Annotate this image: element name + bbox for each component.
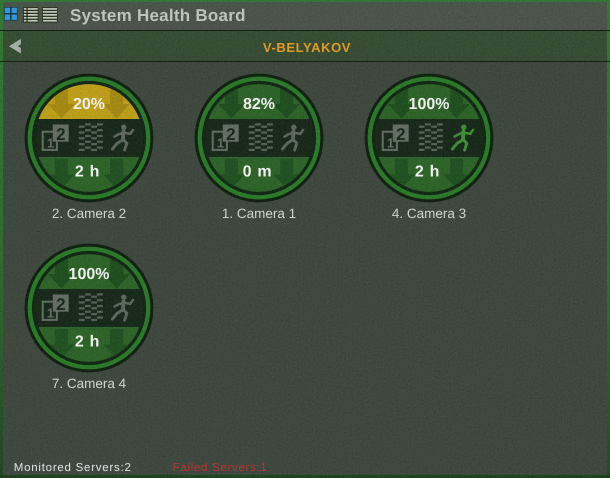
svg-text:100%: 100% xyxy=(69,266,110,283)
svg-text:2 h: 2 h xyxy=(75,334,100,351)
svg-text:0 m: 0 m xyxy=(243,164,273,181)
svg-text:20%: 20% xyxy=(73,96,105,113)
svg-text:82%: 82% xyxy=(243,96,275,113)
svg-text:100%: 100% xyxy=(409,96,450,113)
svg-text:2 h: 2 h xyxy=(75,164,100,181)
svg-text:2 h: 2 h xyxy=(415,164,440,181)
